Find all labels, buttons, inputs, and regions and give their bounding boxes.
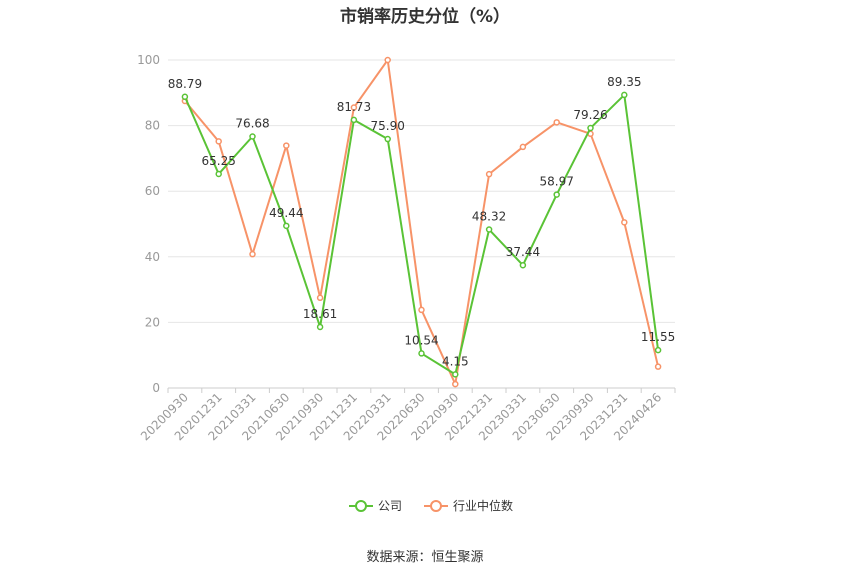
data-label: 11.55	[641, 330, 675, 344]
y-tick-label: 40	[145, 250, 160, 264]
data-label: 76.68	[235, 116, 269, 130]
data-label: 88.79	[168, 77, 202, 91]
legend-label: 行业中位数	[453, 498, 513, 513]
industry-point	[654, 363, 662, 370]
company-point	[249, 133, 256, 140]
company-point	[621, 91, 628, 99]
industry-point	[350, 104, 358, 111]
company-point	[283, 222, 290, 230]
legend-marker-industry	[430, 500, 442, 512]
industry-point	[283, 142, 290, 149]
industry-point	[384, 56, 391, 64]
data-label: 37.44	[506, 245, 540, 259]
industry-point	[215, 138, 222, 145]
company-point	[215, 170, 222, 178]
company-point	[418, 350, 425, 357]
y-tick-label: 0	[152, 381, 160, 395]
data-source: 数据来源：恒生聚源	[366, 550, 484, 565]
y-axis-ticks: 0 20 40 60 80 100	[137, 53, 160, 395]
series-group	[181, 56, 662, 388]
data-label: 75.90	[371, 119, 405, 133]
industry-point	[249, 250, 256, 258]
industry-point	[452, 380, 459, 388]
data-label: 10.54	[404, 333, 438, 347]
company-point	[485, 226, 493, 233]
industry-point	[485, 170, 493, 178]
chart-title: 市销率历史分位（%）	[339, 7, 511, 27]
industry-point	[553, 119, 560, 126]
data-label: 65.25	[202, 154, 236, 168]
data-label: 89.35	[607, 75, 641, 89]
grid-lines	[168, 59, 675, 323]
y-tick-label: 100	[137, 53, 160, 67]
y-tick-label: 80	[145, 119, 160, 133]
company-point	[452, 371, 459, 378]
legend-label: 公司	[378, 499, 402, 513]
company-point	[316, 323, 324, 331]
y-tick-label: 20	[145, 315, 160, 329]
company-point	[654, 346, 662, 354]
x-axis: 2020093020201231202103312021063020210930…	[138, 387, 676, 443]
data-label: 18.61	[303, 307, 337, 321]
data-label: 58.97	[540, 175, 574, 189]
company-point	[350, 116, 358, 124]
company-point	[587, 124, 594, 132]
company-point	[181, 93, 189, 101]
industry-point	[621, 219, 628, 226]
industry-point	[316, 294, 324, 302]
company-point	[553, 191, 560, 198]
y-tick-label: 60	[145, 184, 160, 198]
data-label: 4.15	[442, 354, 469, 368]
industry-point	[519, 143, 527, 151]
company-point	[519, 261, 527, 269]
legend: 公司 行业中位数	[349, 498, 513, 513]
industry-point	[418, 306, 425, 314]
data-label: 79.26	[573, 108, 607, 122]
data-label: 49.44	[269, 206, 303, 220]
legend-marker-company	[355, 500, 367, 512]
company-point	[384, 135, 391, 143]
data-label: 48.32	[472, 210, 506, 224]
data-label: 81.73	[337, 100, 371, 114]
